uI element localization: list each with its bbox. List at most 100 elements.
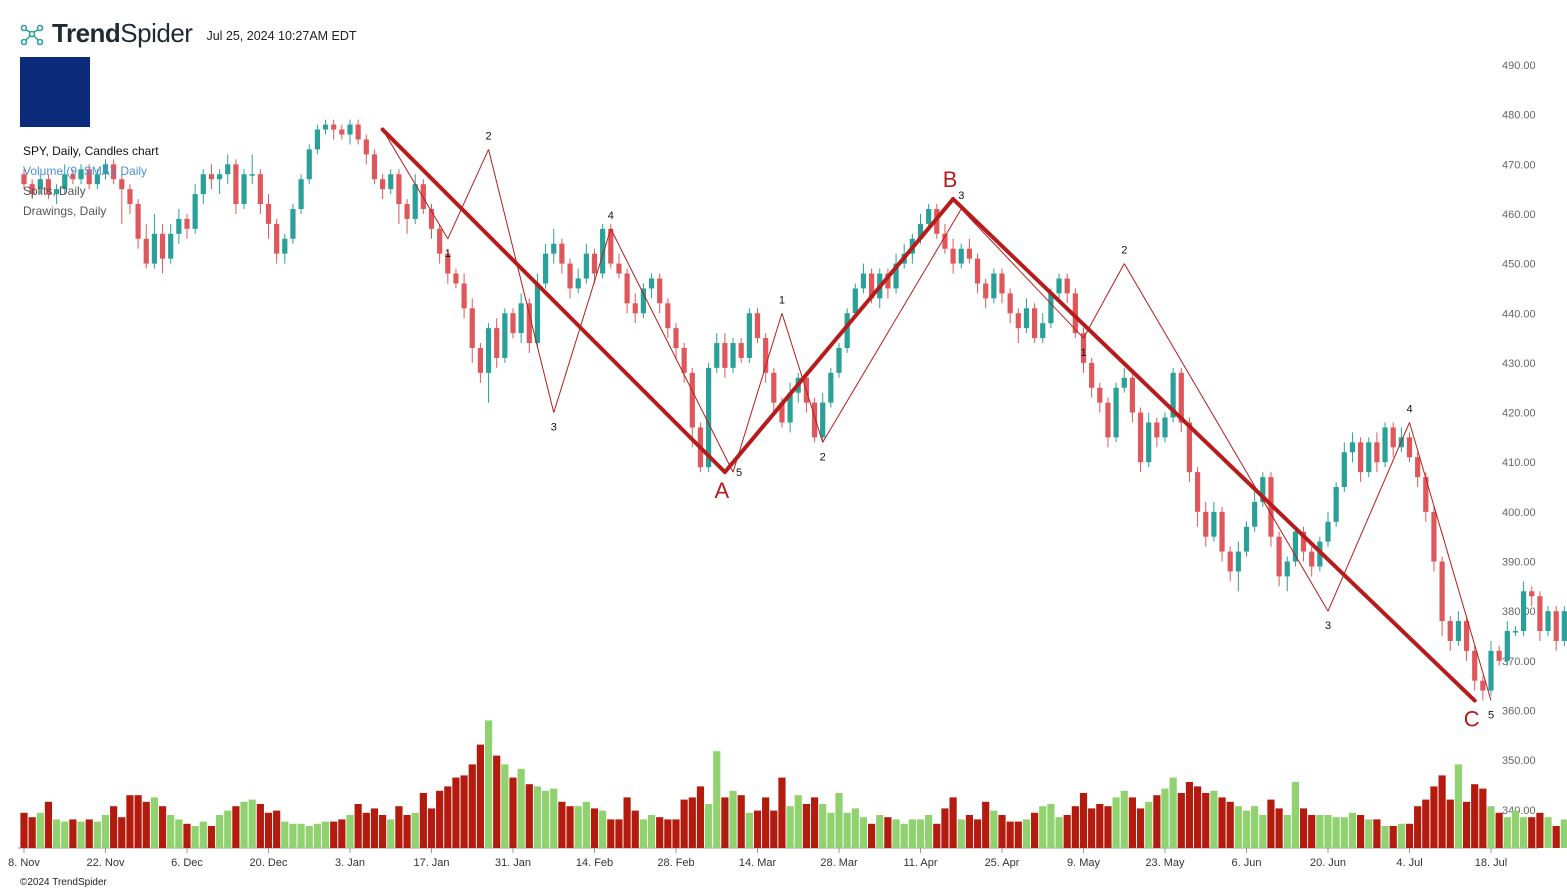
candle-body xyxy=(45,179,52,195)
candle-body xyxy=(869,273,875,299)
x-tick-label: 11. Apr xyxy=(903,857,937,869)
candle-body xyxy=(200,174,206,195)
candle-body xyxy=(62,174,68,190)
candle-body xyxy=(1056,278,1062,294)
volume-bar xyxy=(53,819,61,848)
candle-body xyxy=(1276,536,1282,577)
volume-bar xyxy=(1332,817,1340,848)
volume-bar xyxy=(419,793,427,848)
chart-legend[interactable]: SPY, Daily, Candles chart Volume (9, SMA… xyxy=(23,141,159,221)
candle-body xyxy=(290,208,296,239)
candle-body xyxy=(494,328,500,358)
brand-name: TrendSpider xyxy=(52,18,193,48)
volume-bar xyxy=(256,804,264,848)
volume-bar xyxy=(1511,810,1520,848)
candle-body xyxy=(54,189,60,195)
wave-line xyxy=(1083,263,1125,339)
volume-bar xyxy=(273,810,281,848)
y-tick-label: 450.00 xyxy=(1502,259,1536,271)
volume-bar xyxy=(403,815,411,848)
candle-body xyxy=(396,174,402,205)
wave-number-label: 3 xyxy=(1325,620,1331,632)
volume-bar xyxy=(876,815,884,848)
volume-bar xyxy=(110,806,118,848)
volume-bar xyxy=(1031,812,1039,848)
volume-bar xyxy=(1161,788,1169,848)
candle-body xyxy=(1243,526,1250,552)
volume-bar xyxy=(199,821,207,848)
volume-bar xyxy=(827,812,835,848)
candle-body xyxy=(583,253,589,279)
candle-body xyxy=(78,169,84,180)
volume-bar xyxy=(1430,786,1438,848)
candle-body xyxy=(1137,412,1144,463)
candle-body xyxy=(844,313,850,349)
candle-body xyxy=(1415,457,1421,478)
volume-bar xyxy=(158,806,167,848)
candle-body xyxy=(412,184,418,219)
volume-bar xyxy=(1536,812,1544,848)
candle-body xyxy=(608,228,614,264)
candle-body xyxy=(551,243,557,254)
volume-bar xyxy=(142,801,150,848)
volume-bar xyxy=(582,801,590,848)
candle-body xyxy=(1170,372,1176,418)
candle-body xyxy=(991,273,997,299)
candle-body xyxy=(974,258,981,284)
volume-bar xyxy=(224,810,232,848)
candle-body xyxy=(1048,293,1054,324)
candle-body xyxy=(37,179,43,190)
candle-body xyxy=(1390,427,1396,448)
wave-line xyxy=(822,208,962,443)
candle-body xyxy=(331,124,337,130)
volume-bar xyxy=(1283,815,1291,848)
volume-bar xyxy=(1479,788,1487,848)
candle-body xyxy=(983,283,989,299)
candle-body xyxy=(1561,611,1567,641)
candle-body xyxy=(119,179,125,190)
volume-bar xyxy=(436,790,444,848)
candle-body xyxy=(143,238,149,264)
volume-bar xyxy=(525,784,533,848)
candle-body xyxy=(176,218,182,234)
volume-bar xyxy=(1153,795,1161,848)
candle-body xyxy=(999,273,1005,294)
candle-body xyxy=(1040,323,1046,339)
volume-bar xyxy=(859,817,868,848)
volume-bar xyxy=(1544,817,1552,848)
candle-body xyxy=(257,174,263,205)
volume-bar xyxy=(468,764,476,848)
legend-drawings[interactable]: Drawings, Daily xyxy=(23,204,107,218)
legend-volume[interactable]: Volume (9, SMA), Daily xyxy=(23,164,148,178)
volume-bar xyxy=(134,795,142,848)
volume-bar xyxy=(313,823,321,848)
volume-bar xyxy=(1348,812,1357,848)
volume-bar xyxy=(802,804,810,848)
volume-bar xyxy=(370,808,379,848)
candle-body xyxy=(1488,650,1494,691)
wave-number-label: 5 xyxy=(736,467,742,479)
candle-body xyxy=(567,263,573,289)
volume-bar xyxy=(1560,819,1567,848)
candle-body xyxy=(836,348,842,373)
volume-bar xyxy=(672,819,680,848)
volume-bar xyxy=(346,815,354,848)
volume-bar xyxy=(297,823,305,848)
volume-bar xyxy=(753,810,762,848)
wave-line xyxy=(488,149,555,413)
volume-bar xyxy=(566,806,574,848)
wave-line xyxy=(1123,263,1329,612)
y-tick-label: 350.00 xyxy=(1502,755,1536,767)
volume-bar xyxy=(1405,823,1414,848)
legend-main-series[interactable]: SPY, Daily, Candles chart xyxy=(23,144,159,158)
volume-bar xyxy=(77,821,85,848)
candle-body xyxy=(926,208,932,224)
volume-bar xyxy=(1063,815,1071,848)
volume-bar xyxy=(1503,817,1511,848)
volume-bar xyxy=(1177,793,1185,848)
legend-splits[interactable]: Splits, Daily xyxy=(23,184,86,198)
volume-bar xyxy=(696,786,705,848)
candle-body xyxy=(1227,551,1233,572)
volume-bar xyxy=(1340,817,1348,848)
